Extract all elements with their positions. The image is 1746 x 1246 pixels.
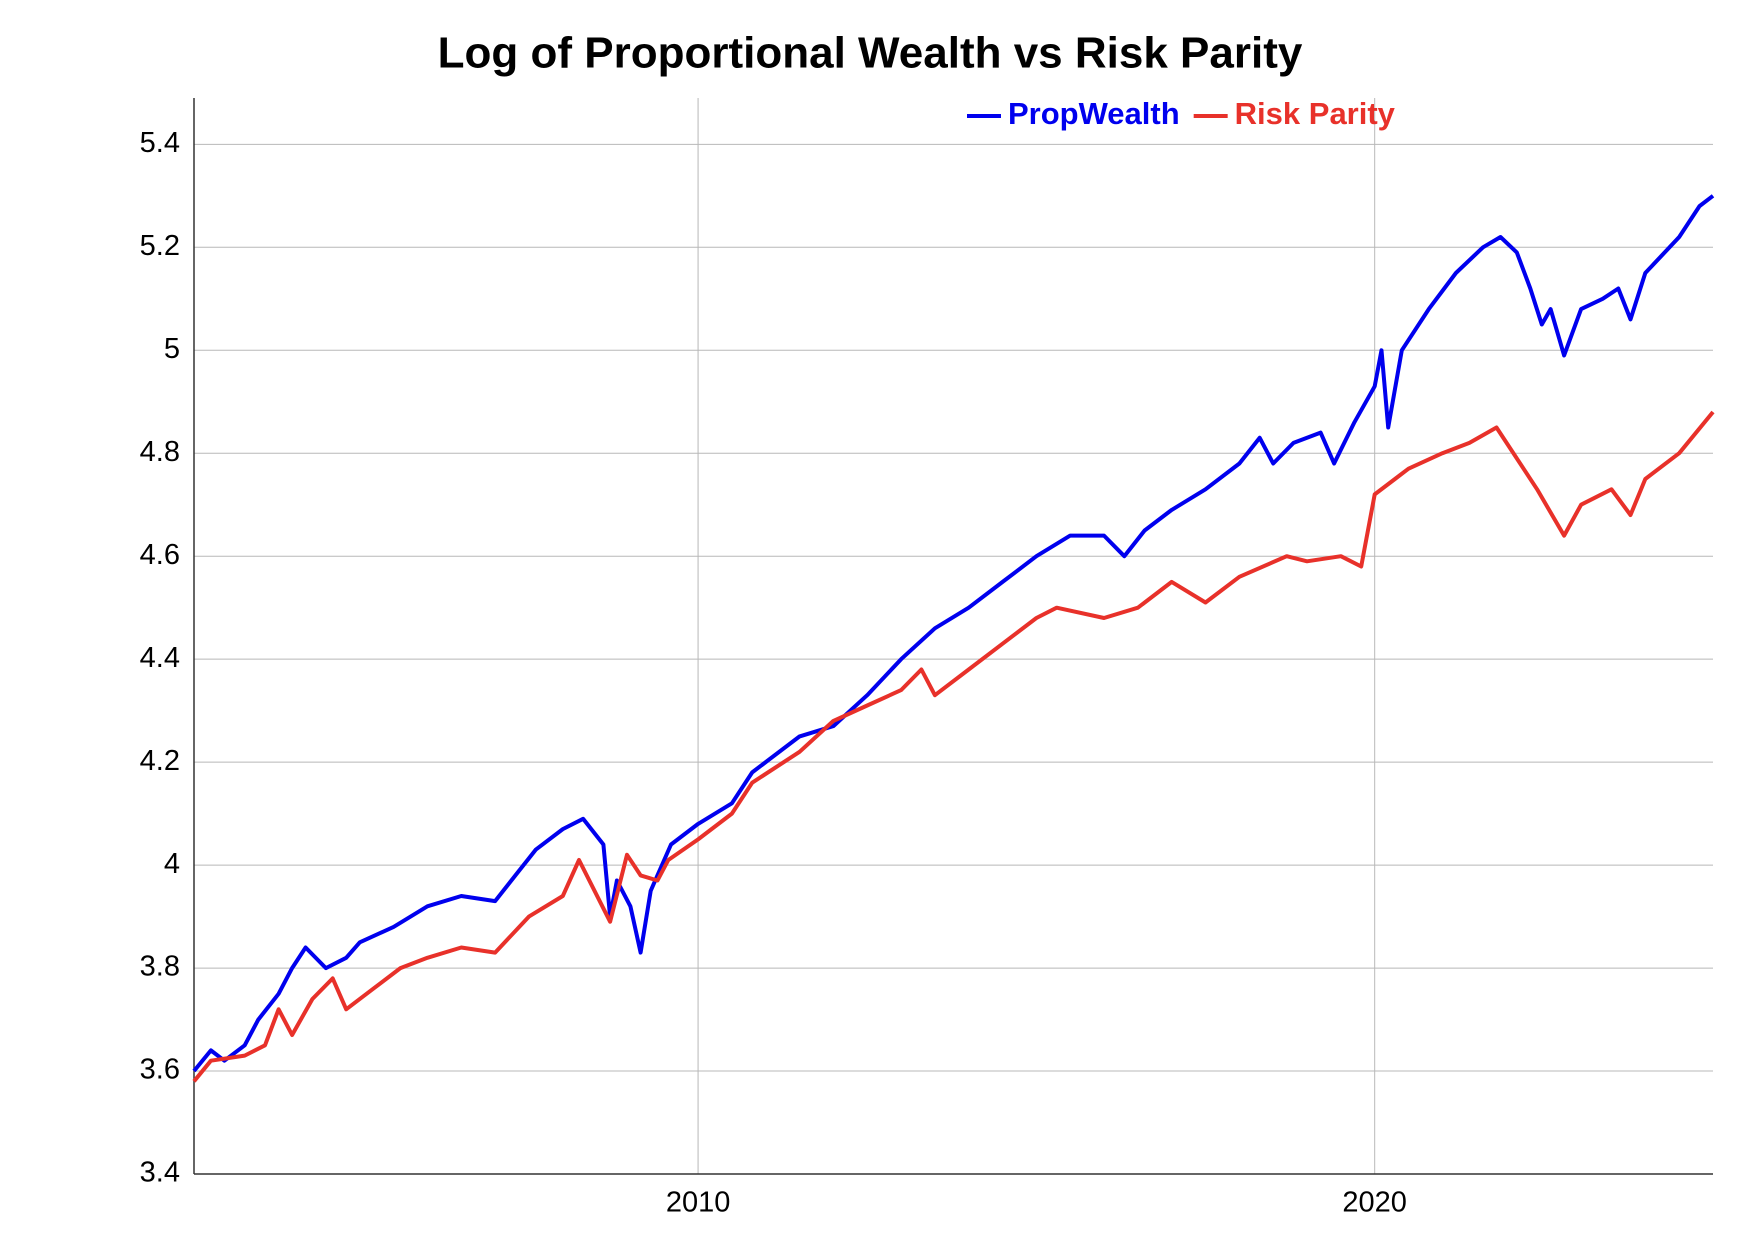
chart-title: Log of Proportional Wealth vs Risk Parit… <box>438 29 1303 78</box>
y-tick-label: 3.6 <box>140 1054 180 1086</box>
x-tick-label: 2020 <box>1342 1187 1407 1219</box>
y-tick-label: 5.2 <box>140 230 180 262</box>
y-tick-label: 3.8 <box>140 951 180 983</box>
y-tick-label: 5 <box>164 333 180 365</box>
y-tick-label: 3.4 <box>140 1157 180 1189</box>
legend-label: Risk Parity <box>1235 96 1396 131</box>
y-tick-label: 4.8 <box>140 436 180 468</box>
y-tick-label: 4.2 <box>140 745 180 777</box>
legend-label: PropWealth <box>1008 96 1180 131</box>
x-tick-label: 2010 <box>666 1187 731 1219</box>
series-line <box>192 194 1715 1073</box>
y-tick-label: 4 <box>164 848 180 880</box>
y-tick-label: 5.4 <box>140 127 180 159</box>
y-tick-label: 4.4 <box>140 642 180 674</box>
y-tick-label: 4.6 <box>140 539 180 571</box>
series-line <box>192 410 1715 1083</box>
